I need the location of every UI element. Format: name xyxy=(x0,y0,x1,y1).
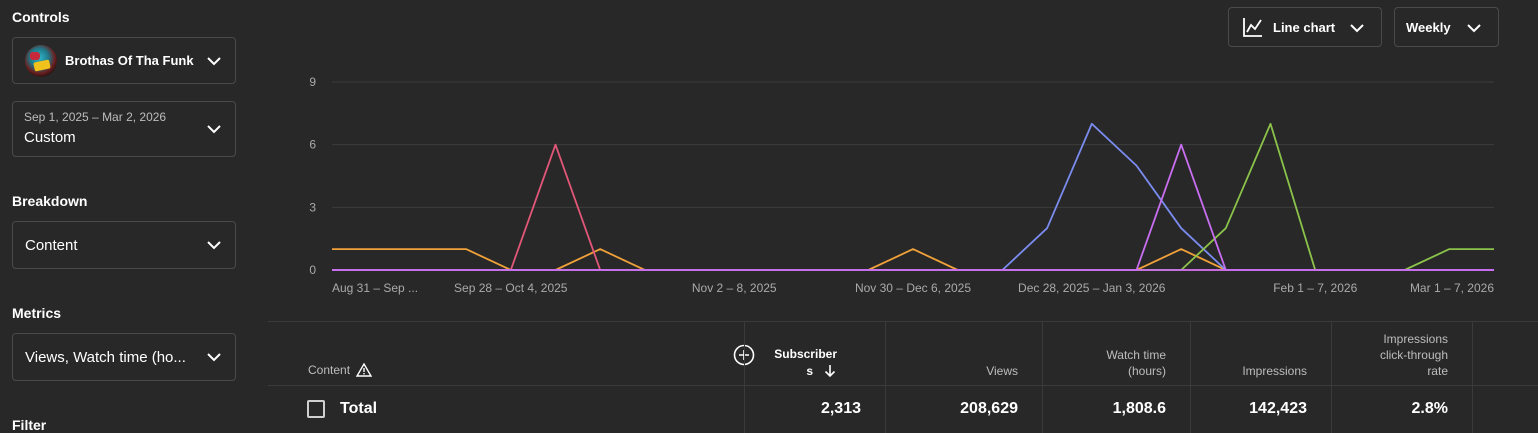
total-subscribers: 2,313 xyxy=(820,400,861,417)
x-tick-label: Feb 1 – 7, 2026 xyxy=(1273,281,1357,295)
metrics-value: Views, Watch time (ho... xyxy=(25,348,186,366)
ctr-column-header[interactable]: Impressions click-through rate xyxy=(1334,331,1448,395)
breakdown-selector[interactable]: Content xyxy=(12,221,236,269)
column-divider xyxy=(1331,322,1332,433)
interval-label: Weekly xyxy=(1406,19,1451,35)
column-divider xyxy=(744,322,745,433)
x-tick-label: Dec 28, 2025 – Jan 3, 2026 xyxy=(1018,281,1166,295)
total-views: 208,629 xyxy=(960,400,1018,417)
watch-time-column-header[interactable]: Watch time (hours) xyxy=(1044,347,1166,411)
channel-avatar xyxy=(25,44,57,77)
x-tick-label: Mar 1 – 7, 2026 xyxy=(1410,281,1494,295)
chart-type-selector[interactable]: Line chart xyxy=(1228,7,1382,47)
impressions-column-header[interactable]: Impressions xyxy=(1242,364,1307,378)
metrics-selector[interactable]: Views, Watch time (ho... xyxy=(12,333,236,381)
series-line-3 xyxy=(332,122,1494,271)
y-tick-label: 3 xyxy=(309,200,316,214)
chevron-down-icon xyxy=(1467,24,1481,33)
breakdown-title: Breakdown xyxy=(12,193,88,209)
column-divider xyxy=(1042,322,1043,433)
date-range-label: Custom xyxy=(24,129,76,146)
controls-title: Controls xyxy=(12,9,70,25)
chevron-down-icon xyxy=(207,353,221,362)
line-chart-icon xyxy=(1243,18,1262,37)
y-tick-label: 6 xyxy=(309,138,316,152)
views-column-header[interactable]: Views xyxy=(986,364,1018,378)
subscribers-header-line1: Subscriber xyxy=(774,347,837,361)
filter-title: Filter xyxy=(12,417,47,433)
metrics-title: Metrics xyxy=(12,305,62,321)
y-tick-label: 9 xyxy=(309,75,316,89)
date-range-selector[interactable]: Sep 1, 2025 – Mar 2, 2026 Custom xyxy=(12,101,236,157)
x-tick-label: Sep 28 – Oct 4, 2025 xyxy=(454,281,568,295)
column-divider xyxy=(1190,322,1191,433)
chevron-down-icon xyxy=(207,125,221,134)
total-row-label: Total xyxy=(340,400,378,417)
chevron-down-icon xyxy=(207,56,221,65)
ctr-header-line2: click-through xyxy=(1379,348,1448,362)
interval-selector[interactable]: Weekly xyxy=(1394,7,1499,47)
chevron-down-icon xyxy=(207,241,221,250)
ctr-header-line3: rate xyxy=(1427,364,1448,378)
content-header-label: Content xyxy=(308,363,351,377)
chevron-down-icon xyxy=(1350,24,1364,33)
total-row-checkbox[interactable] xyxy=(307,400,325,418)
date-range-value: Sep 1, 2025 – Mar 2, 2026 xyxy=(24,110,167,124)
subscribers-header-line2: s xyxy=(806,364,813,378)
watch-time-header-line1: Watch time xyxy=(1106,348,1166,362)
series-line-4 xyxy=(332,122,1494,271)
column-divider xyxy=(885,322,886,433)
channel-selector[interactable]: Brothas Of Tha Funk xyxy=(12,37,236,84)
breakdown-value: Content xyxy=(25,236,78,254)
subscribers-column-header[interactable]: Subscriber s xyxy=(748,346,861,410)
chart-svg: 0 3 6 9 Aug 31 – Sep ... Sep 28 – Oct 4, 2025… xyxy=(309,75,1494,295)
total-ctr: 2.8% xyxy=(1411,400,1448,417)
line-chart: 0 3 6 9 Aug 31 – Sep ... Sep 28 – Oct 4, 2025… xyxy=(268,60,1538,320)
series-line-6 xyxy=(332,143,1494,271)
header-divider xyxy=(268,385,1538,386)
channel-name: Brothas Of Tha Funk xyxy=(65,53,194,68)
column-divider xyxy=(1472,322,1473,433)
series-line-1 xyxy=(332,248,1494,271)
total-watch-time: 1,808.6 xyxy=(1112,400,1166,417)
y-tick-label: 0 xyxy=(309,263,316,277)
ctr-header-line1: Impressions xyxy=(1383,332,1448,346)
content-column-header[interactable]: Content xyxy=(308,363,373,377)
chart-type-label: Line chart xyxy=(1273,19,1336,35)
total-impressions: 142,423 xyxy=(1249,400,1307,417)
sort-descending-icon xyxy=(824,365,836,378)
x-tick-label: Nov 2 – 8, 2025 xyxy=(692,281,777,295)
x-tick-label: Nov 30 – Dec 6, 2025 xyxy=(855,281,971,295)
x-tick-label: Aug 31 – Sep ... xyxy=(332,281,418,295)
watch-time-header-line2: (hours) xyxy=(1127,364,1166,378)
metrics-table: Content Subscriber s Views Watch time (h… xyxy=(268,321,1538,433)
controls-panel: Controls Brothas Of Tha Funk Sep 1, 2025… xyxy=(0,0,268,433)
warning-icon[interactable] xyxy=(356,363,373,377)
